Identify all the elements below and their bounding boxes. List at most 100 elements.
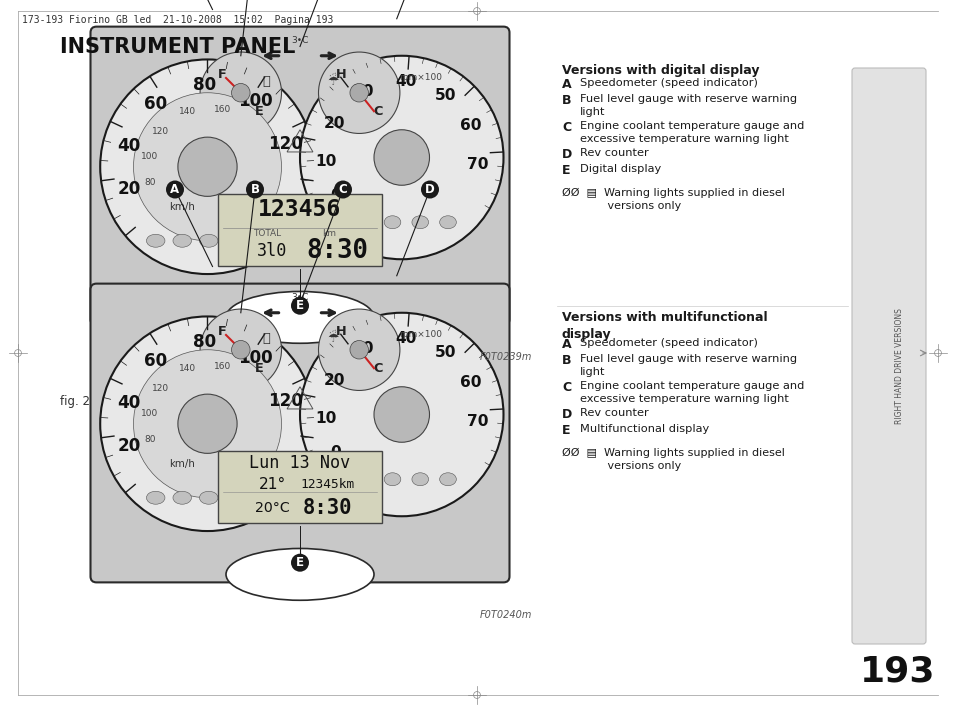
Text: D: D: [561, 408, 572, 421]
Text: ⛽: ⛽: [262, 75, 271, 88]
Text: 0: 0: [331, 188, 341, 203]
Ellipse shape: [412, 216, 428, 229]
Text: E: E: [295, 299, 304, 312]
Ellipse shape: [226, 549, 374, 600]
Text: mph: mph: [218, 460, 241, 469]
Text: 123456: 123456: [258, 198, 341, 222]
Circle shape: [318, 309, 399, 390]
Text: 160: 160: [214, 362, 232, 371]
Ellipse shape: [226, 491, 244, 504]
Text: 80: 80: [145, 435, 156, 443]
Text: 20: 20: [323, 116, 345, 131]
Text: C: C: [338, 183, 347, 196]
Text: Engine coolant temperature gauge and
excessive temperature warning light: Engine coolant temperature gauge and exc…: [579, 381, 803, 405]
Text: B: B: [561, 94, 571, 107]
Text: E: E: [254, 104, 263, 118]
Text: 100: 100: [238, 349, 273, 367]
Text: 20: 20: [323, 373, 345, 388]
Text: 70: 70: [466, 157, 488, 172]
Text: 10: 10: [315, 154, 336, 169]
FancyBboxPatch shape: [217, 193, 382, 265]
Text: rpm×100: rpm×100: [398, 330, 441, 340]
FancyBboxPatch shape: [91, 27, 509, 325]
Text: Versions with multifunctional
display: Versions with multifunctional display: [561, 311, 767, 341]
Text: Multifunctional display: Multifunctional display: [579, 424, 708, 434]
Circle shape: [374, 387, 429, 442]
Circle shape: [177, 394, 237, 453]
Text: rpm×100: rpm×100: [398, 73, 441, 83]
Text: 3•C: 3•C: [291, 294, 309, 302]
Text: ØØ  ▤  Warning lights supplied in diesel
             versions only: ØØ ▤ Warning lights supplied in diesel v…: [561, 188, 784, 211]
Text: D: D: [425, 183, 435, 196]
Text: 100: 100: [140, 152, 157, 161]
Text: 80: 80: [193, 76, 216, 95]
Circle shape: [232, 83, 250, 102]
Text: ⛽: ⛽: [262, 332, 271, 345]
Ellipse shape: [199, 234, 217, 247]
Ellipse shape: [356, 473, 373, 486]
Text: 60: 60: [459, 375, 480, 390]
Text: 0: 0: [331, 445, 341, 460]
Circle shape: [374, 130, 429, 185]
Circle shape: [318, 52, 399, 133]
Ellipse shape: [226, 292, 374, 343]
Text: 140: 140: [178, 364, 195, 373]
Text: TOTAL: TOTAL: [253, 229, 280, 239]
Circle shape: [420, 181, 438, 198]
Circle shape: [100, 316, 314, 531]
Circle shape: [350, 340, 368, 359]
Ellipse shape: [356, 216, 373, 229]
Text: H: H: [335, 68, 346, 80]
Ellipse shape: [147, 234, 165, 247]
Circle shape: [100, 59, 314, 274]
Circle shape: [299, 313, 503, 516]
Text: B: B: [561, 354, 571, 367]
Ellipse shape: [199, 491, 217, 504]
Text: 60: 60: [144, 95, 167, 114]
Text: A: A: [171, 183, 179, 196]
Ellipse shape: [412, 473, 428, 486]
Circle shape: [291, 297, 309, 315]
Text: km/h: km/h: [169, 460, 194, 469]
Circle shape: [232, 340, 250, 359]
Text: 60: 60: [459, 118, 480, 133]
Text: ☔: ☔: [327, 75, 338, 88]
Text: H: H: [335, 325, 346, 337]
Circle shape: [334, 181, 352, 198]
Text: Speedometer (speed indicator): Speedometer (speed indicator): [579, 338, 757, 348]
Circle shape: [200, 309, 281, 390]
Text: A: A: [561, 338, 571, 351]
Text: 50: 50: [434, 345, 456, 360]
Text: km/h: km/h: [169, 203, 194, 213]
Text: C: C: [561, 121, 571, 134]
Ellipse shape: [147, 491, 165, 504]
Circle shape: [350, 83, 368, 102]
Circle shape: [200, 52, 281, 133]
Text: E: E: [561, 424, 570, 437]
Text: 100: 100: [238, 92, 273, 110]
Text: 40: 40: [117, 137, 140, 155]
Text: C: C: [373, 361, 382, 375]
Text: E: E: [295, 556, 304, 569]
Text: 120: 120: [268, 393, 303, 410]
Text: ☔: ☔: [327, 332, 338, 345]
Text: 30: 30: [353, 341, 375, 357]
Text: 120: 120: [152, 383, 169, 393]
Text: 160: 160: [214, 105, 232, 114]
Text: 100: 100: [140, 409, 157, 418]
Circle shape: [177, 137, 237, 196]
Ellipse shape: [384, 216, 400, 229]
Text: 20: 20: [117, 437, 141, 455]
Text: Fuel level gauge with reserve warning
light: Fuel level gauge with reserve warning li…: [579, 94, 797, 117]
Text: F0T0240m: F0T0240m: [479, 609, 532, 619]
Ellipse shape: [439, 473, 456, 486]
Text: 40: 40: [117, 394, 140, 412]
Text: C: C: [561, 381, 571, 394]
Text: F: F: [217, 68, 227, 80]
Text: 12345km: 12345km: [300, 478, 355, 491]
Text: 173-193 Fiorino GB led  21-10-2008  15:02  Pagina 193: 173-193 Fiorino GB led 21-10-2008 15:02 …: [22, 15, 333, 25]
Text: E: E: [561, 164, 570, 177]
Text: 10: 10: [315, 411, 336, 426]
Text: RIGHT HAND DRIVE VERSIONS: RIGHT HAND DRIVE VERSIONS: [895, 308, 903, 424]
Ellipse shape: [172, 491, 192, 504]
